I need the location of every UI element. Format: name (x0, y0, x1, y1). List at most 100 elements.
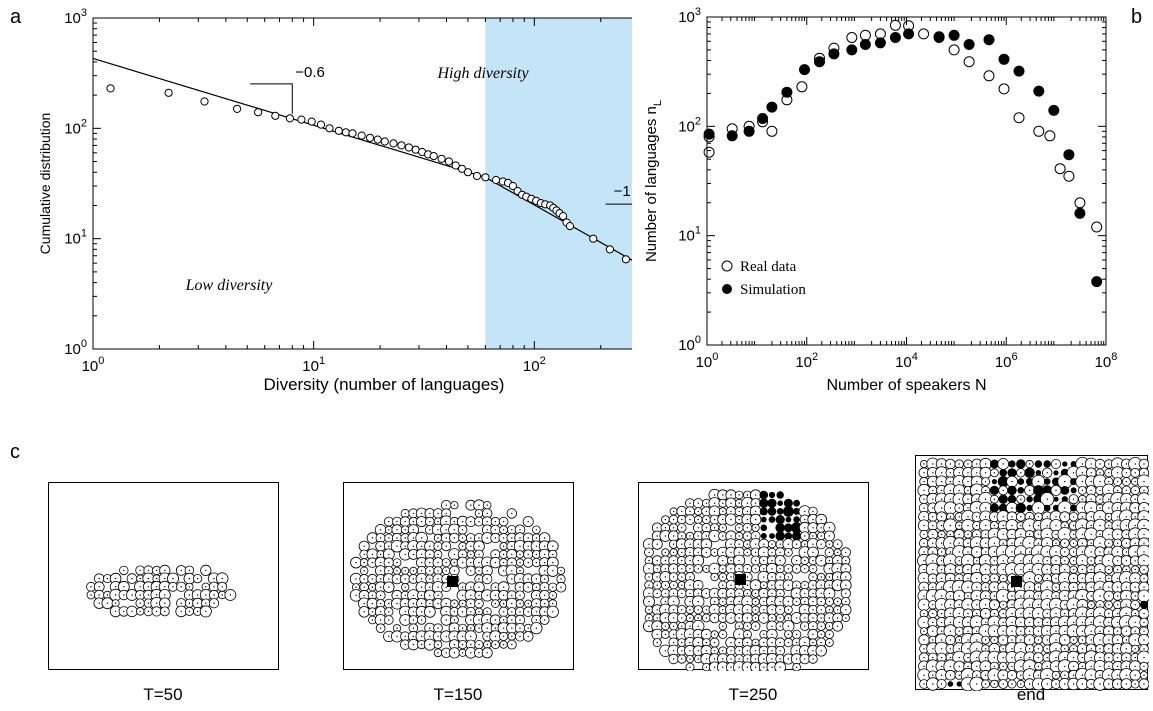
lattice-site-center (371, 619, 374, 621)
lattice-site-center (535, 594, 538, 597)
lattice-site-center (1134, 674, 1136, 676)
lattice-site-center (713, 592, 716, 595)
lattice-site-center (1028, 612, 1031, 615)
lattice-site-center (967, 516, 969, 518)
lattice-site-center (795, 584, 798, 586)
lattice-site-center (932, 524, 934, 527)
lattice-site-center (993, 656, 996, 659)
lattice-site-center (404, 537, 406, 539)
lattice-site-center (1055, 577, 1057, 580)
lattice-site-filled (1025, 477, 1034, 486)
lattice-site-center (420, 586, 423, 588)
lattice-site-center (560, 570, 562, 572)
lattice-site-center (1143, 542, 1145, 544)
simulation-point (781, 86, 793, 98)
lattice-site-center (967, 595, 969, 597)
lattice-site-center (730, 609, 732, 611)
lattice-site-filled (759, 490, 769, 500)
lattice-site-center (730, 592, 732, 595)
lattice-site-center (1046, 683, 1048, 685)
lattice-site-center (845, 609, 847, 611)
lattice-site-center (967, 498, 969, 500)
lattice-site-center (648, 551, 650, 554)
lattice-site-center (940, 498, 943, 500)
lattice-site-center (1081, 568, 1084, 571)
lattice-site-center (420, 512, 423, 515)
chart-a-ytick-label: 102 (64, 117, 87, 137)
lattice-site-center (1134, 639, 1136, 641)
lattice-site-center (396, 627, 398, 629)
lattice-site-center (494, 602, 497, 605)
data-point (565, 222, 575, 231)
lattice-site-center (429, 578, 431, 580)
lattice-site-center (1116, 639, 1119, 641)
lattice-site-center (379, 627, 382, 629)
lattice-site-center (940, 604, 943, 606)
lattice-site-center (1046, 551, 1048, 553)
lattice-site-center (511, 635, 513, 638)
lattice-site-center (763, 559, 765, 562)
lattice-site-center (787, 568, 790, 570)
lattice-site-center (229, 594, 232, 596)
lattice-site-center (664, 592, 667, 595)
lattice-site-center (355, 578, 357, 580)
lattice-site-center (923, 674, 925, 676)
lattice-site-center (932, 533, 934, 536)
lattice-site-center (976, 577, 978, 580)
lattice-site-center (502, 529, 505, 531)
data-point (508, 181, 518, 191)
lattice-site-center (730, 568, 732, 570)
lattice-site-center (1081, 507, 1084, 509)
lattice-site-center (221, 586, 223, 588)
lattice-site-center (820, 527, 822, 529)
lattice-site-filled (947, 681, 954, 687)
simulation-point (703, 128, 715, 140)
lattice-site-center (379, 561, 382, 564)
lattice-site-center (486, 652, 488, 654)
lattice-site-center (958, 480, 960, 483)
lattice-site-center (420, 635, 423, 638)
lattice-site-center (967, 604, 969, 606)
lattice-site-center (771, 584, 773, 586)
lattice-site-center (746, 502, 749, 504)
lattice-site-center (713, 494, 716, 496)
lattice-site-filled (760, 533, 767, 539)
lattice-site-center (689, 658, 691, 660)
lattice-site-center (527, 578, 529, 580)
lattice-site-center (527, 627, 529, 629)
lattice-site-center (689, 551, 691, 554)
lattice-site-filled (768, 491, 776, 499)
lattice-site-center (656, 584, 658, 586)
real-data-point (948, 44, 960, 56)
lattice-site-center (420, 537, 423, 539)
lattice-site-center (754, 527, 757, 529)
lattice-site-center (923, 612, 925, 615)
lattice-site-center (730, 600, 732, 603)
lattice-site-center (967, 551, 969, 553)
lattice-site-center (527, 635, 529, 638)
panel-letter-a: a (10, 6, 22, 28)
lattice-site-center (1081, 612, 1084, 615)
lattice-site-center (779, 617, 781, 619)
lattice-site-center (1099, 533, 1101, 536)
lattice-site-center (976, 674, 978, 676)
lattice-site-center (1011, 656, 1013, 659)
lattice-site-center (1116, 577, 1119, 580)
lattice-site-center (511, 545, 513, 547)
lattice-site-center (429, 561, 431, 564)
lattice-site-center (656, 568, 658, 570)
lattice-site-center (1046, 595, 1048, 597)
lattice-site-center (812, 576, 814, 578)
lattice-site-center (502, 561, 505, 564)
lattice-site-center (795, 600, 798, 603)
lattice-site-center (967, 480, 969, 483)
lattice-site-center (664, 527, 667, 529)
snapshot-label-t50: T=50 (143, 685, 183, 704)
lattice-site-center (1002, 533, 1004, 536)
lattice-site-center (730, 535, 732, 537)
lattice-site-center (932, 595, 934, 597)
lattice-site-center (1125, 560, 1128, 562)
lattice-site-center (795, 543, 798, 545)
lattice-site-center (1134, 551, 1136, 553)
lattice-site-center (552, 602, 554, 605)
